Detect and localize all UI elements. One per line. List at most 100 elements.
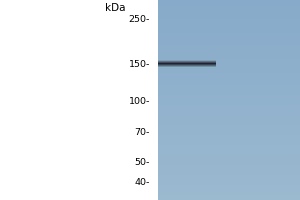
Bar bbox=[158, 104, 300, 105]
Bar bbox=[158, 192, 300, 193]
Bar bbox=[158, 44, 300, 45]
Bar bbox=[158, 74, 300, 75]
Bar bbox=[158, 89, 300, 90]
Bar bbox=[158, 9, 300, 10]
Bar bbox=[158, 56, 300, 57]
Bar bbox=[158, 65, 300, 66]
Bar bbox=[158, 163, 300, 164]
Bar bbox=[158, 186, 300, 187]
Bar bbox=[158, 13, 300, 14]
Bar bbox=[158, 198, 300, 199]
Bar bbox=[158, 7, 300, 8]
Bar bbox=[158, 97, 300, 98]
Bar bbox=[158, 134, 300, 135]
Bar bbox=[158, 126, 300, 127]
Text: 70-: 70- bbox=[135, 128, 150, 137]
Bar bbox=[158, 154, 300, 155]
Bar bbox=[158, 95, 300, 96]
Bar bbox=[158, 127, 300, 128]
Bar bbox=[158, 101, 300, 102]
Bar bbox=[158, 184, 300, 185]
Bar bbox=[158, 175, 300, 176]
Bar bbox=[158, 172, 300, 173]
Bar bbox=[158, 183, 300, 184]
Bar bbox=[158, 191, 300, 192]
Text: 50-: 50- bbox=[135, 158, 150, 167]
Bar bbox=[158, 174, 300, 175]
Bar bbox=[158, 49, 300, 50]
Bar bbox=[158, 132, 300, 133]
Bar bbox=[158, 91, 300, 92]
Bar bbox=[158, 75, 300, 76]
Bar bbox=[158, 86, 300, 87]
Text: kDa: kDa bbox=[106, 3, 126, 13]
Bar bbox=[158, 80, 300, 81]
Bar bbox=[158, 103, 300, 104]
Bar bbox=[158, 182, 300, 183]
Bar bbox=[158, 52, 300, 53]
Bar bbox=[158, 47, 300, 48]
Bar bbox=[158, 118, 300, 119]
Bar bbox=[158, 23, 300, 24]
Bar bbox=[158, 131, 300, 132]
Bar bbox=[158, 188, 300, 189]
Bar bbox=[158, 164, 300, 165]
Bar bbox=[158, 84, 300, 85]
Bar bbox=[158, 162, 300, 163]
Bar bbox=[158, 4, 300, 5]
Bar bbox=[158, 78, 300, 79]
Bar bbox=[158, 94, 300, 95]
Bar bbox=[158, 168, 300, 169]
Bar bbox=[158, 60, 300, 61]
Bar bbox=[158, 150, 300, 151]
Bar bbox=[158, 128, 300, 129]
Bar bbox=[158, 38, 300, 39]
Bar bbox=[158, 114, 300, 115]
Bar bbox=[158, 137, 300, 138]
Bar bbox=[158, 20, 300, 21]
Bar bbox=[158, 159, 300, 160]
Bar bbox=[158, 70, 300, 71]
Bar bbox=[158, 54, 300, 55]
Bar bbox=[158, 158, 300, 159]
Bar bbox=[158, 2, 300, 3]
Bar bbox=[158, 3, 300, 4]
Bar bbox=[158, 64, 300, 65]
Bar bbox=[158, 196, 300, 197]
Bar bbox=[158, 39, 300, 40]
Bar bbox=[158, 10, 300, 11]
Bar bbox=[158, 18, 300, 19]
Bar bbox=[158, 143, 300, 144]
Bar bbox=[158, 25, 300, 26]
Bar bbox=[158, 66, 300, 67]
Bar bbox=[158, 170, 300, 171]
Bar bbox=[158, 41, 300, 42]
Text: 100-: 100- bbox=[129, 97, 150, 106]
Text: 250-: 250- bbox=[129, 15, 150, 24]
Bar bbox=[158, 124, 300, 125]
Bar bbox=[158, 32, 300, 33]
Bar bbox=[158, 58, 300, 59]
Bar bbox=[158, 113, 300, 114]
Bar bbox=[158, 165, 300, 166]
Bar bbox=[158, 167, 300, 168]
Bar bbox=[158, 105, 300, 106]
Bar bbox=[158, 166, 300, 167]
Bar bbox=[158, 142, 300, 143]
Bar bbox=[158, 120, 300, 121]
Bar bbox=[158, 5, 300, 6]
Bar bbox=[158, 141, 300, 142]
Bar bbox=[158, 53, 300, 54]
Bar bbox=[158, 79, 300, 80]
Bar bbox=[158, 57, 300, 58]
Bar bbox=[158, 144, 300, 145]
Bar bbox=[158, 28, 300, 29]
Bar bbox=[158, 82, 300, 83]
Text: 150-: 150- bbox=[129, 60, 150, 69]
Bar bbox=[158, 71, 300, 72]
Bar bbox=[158, 197, 300, 198]
Bar bbox=[158, 85, 300, 86]
Bar bbox=[158, 173, 300, 174]
Bar bbox=[158, 152, 300, 153]
Bar bbox=[158, 116, 300, 117]
